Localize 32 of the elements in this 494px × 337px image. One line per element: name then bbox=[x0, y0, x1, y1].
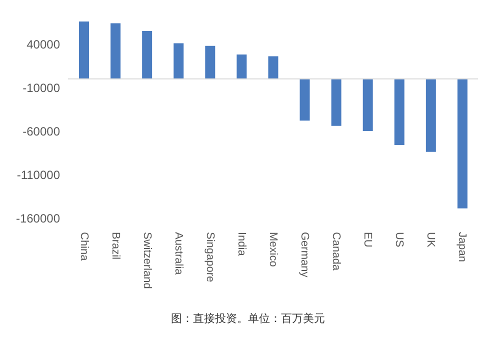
bar bbox=[236, 54, 247, 79]
bar bbox=[457, 78, 468, 208]
x-tick-label: Japan bbox=[456, 232, 468, 262]
x-tick-label: UK bbox=[424, 232, 437, 248]
x-tick-label: Switzerland bbox=[140, 232, 153, 289]
y-tick-label: -10000 bbox=[22, 80, 60, 95]
x-tick-label: Australia bbox=[172, 232, 184, 276]
x-tick-label: Germany bbox=[298, 232, 311, 278]
x-tick-label: US bbox=[393, 232, 406, 248]
bar bbox=[300, 78, 310, 121]
x-tick-label: EU bbox=[362, 232, 374, 248]
y-tick-label: -110000 bbox=[16, 168, 60, 182]
y-tick-label: -60000 bbox=[22, 124, 60, 138]
x-tick-label: Singapore bbox=[204, 232, 216, 282]
bar bbox=[394, 78, 404, 145]
x-tick-label: India bbox=[235, 232, 248, 257]
bar bbox=[426, 78, 436, 152]
y-tick-label: 40000 bbox=[26, 37, 60, 52]
x-tick-label: China bbox=[78, 232, 90, 262]
x-tick-label: Brazil bbox=[109, 232, 122, 260]
bar bbox=[110, 23, 121, 79]
bar bbox=[268, 56, 278, 79]
bar bbox=[174, 43, 184, 79]
y-tick-label: -160000 bbox=[16, 211, 60, 226]
bar bbox=[205, 46, 216, 79]
bar bbox=[79, 21, 89, 79]
x-tick-label: Canada bbox=[330, 232, 342, 272]
bar bbox=[142, 31, 152, 79]
bar bbox=[331, 78, 342, 126]
x-tick-label: Mexico bbox=[267, 232, 279, 267]
bar bbox=[362, 78, 373, 132]
text: 图：直接投资。单位：百万美元 bbox=[170, 311, 326, 326]
